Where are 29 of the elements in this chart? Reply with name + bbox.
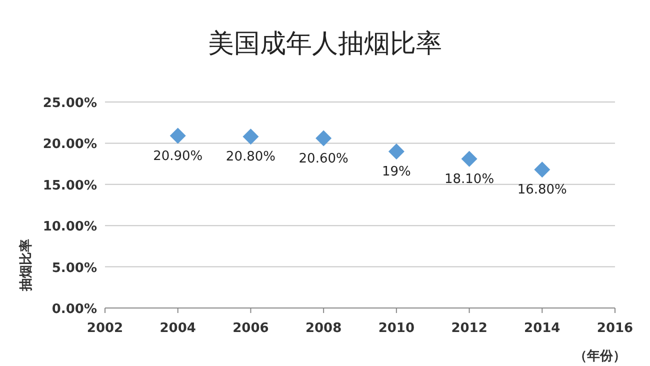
x-tick-label: 2002	[86, 321, 124, 336]
point	[242, 128, 259, 145]
point	[461, 150, 478, 167]
data-label: 19%	[382, 164, 411, 180]
chart-title: 美国成年人抽烟比率	[208, 29, 442, 59]
y-tick-label: 10.00%	[42, 220, 97, 235]
x-tick-label: 2008	[305, 321, 342, 336]
point	[534, 162, 550, 178]
y-tick-label: 25.00%	[42, 96, 97, 111]
data-label: 20.60%	[298, 151, 348, 166]
x-tick-label: 2004	[160, 321, 196, 336]
x-tick-label: 2010	[378, 321, 415, 336]
y-axis-title: 抽烟比率	[18, 239, 34, 292]
data-label: 20.80%	[226, 150, 276, 165]
data-label: 18.10%	[444, 172, 494, 187]
y-tick-label: 20.00%	[42, 137, 97, 152]
data-label: 20.90%	[153, 148, 203, 164]
x-tick-label: 2006	[232, 321, 269, 336]
y-tick-label: 0.00%	[52, 302, 97, 317]
point	[170, 128, 186, 144]
data-label: 16.80%	[517, 182, 567, 198]
y-tick-label: 15.00%	[42, 178, 97, 194]
y-tick-label: 5.00%	[52, 260, 97, 276]
point	[388, 143, 404, 160]
x-axis-title: （年份）	[574, 349, 626, 364]
point	[316, 130, 332, 146]
x-tick-label: 2016	[596, 321, 634, 336]
x-tick-label: 2014	[524, 321, 560, 336]
x-tick-label: 2012	[451, 321, 488, 336]
